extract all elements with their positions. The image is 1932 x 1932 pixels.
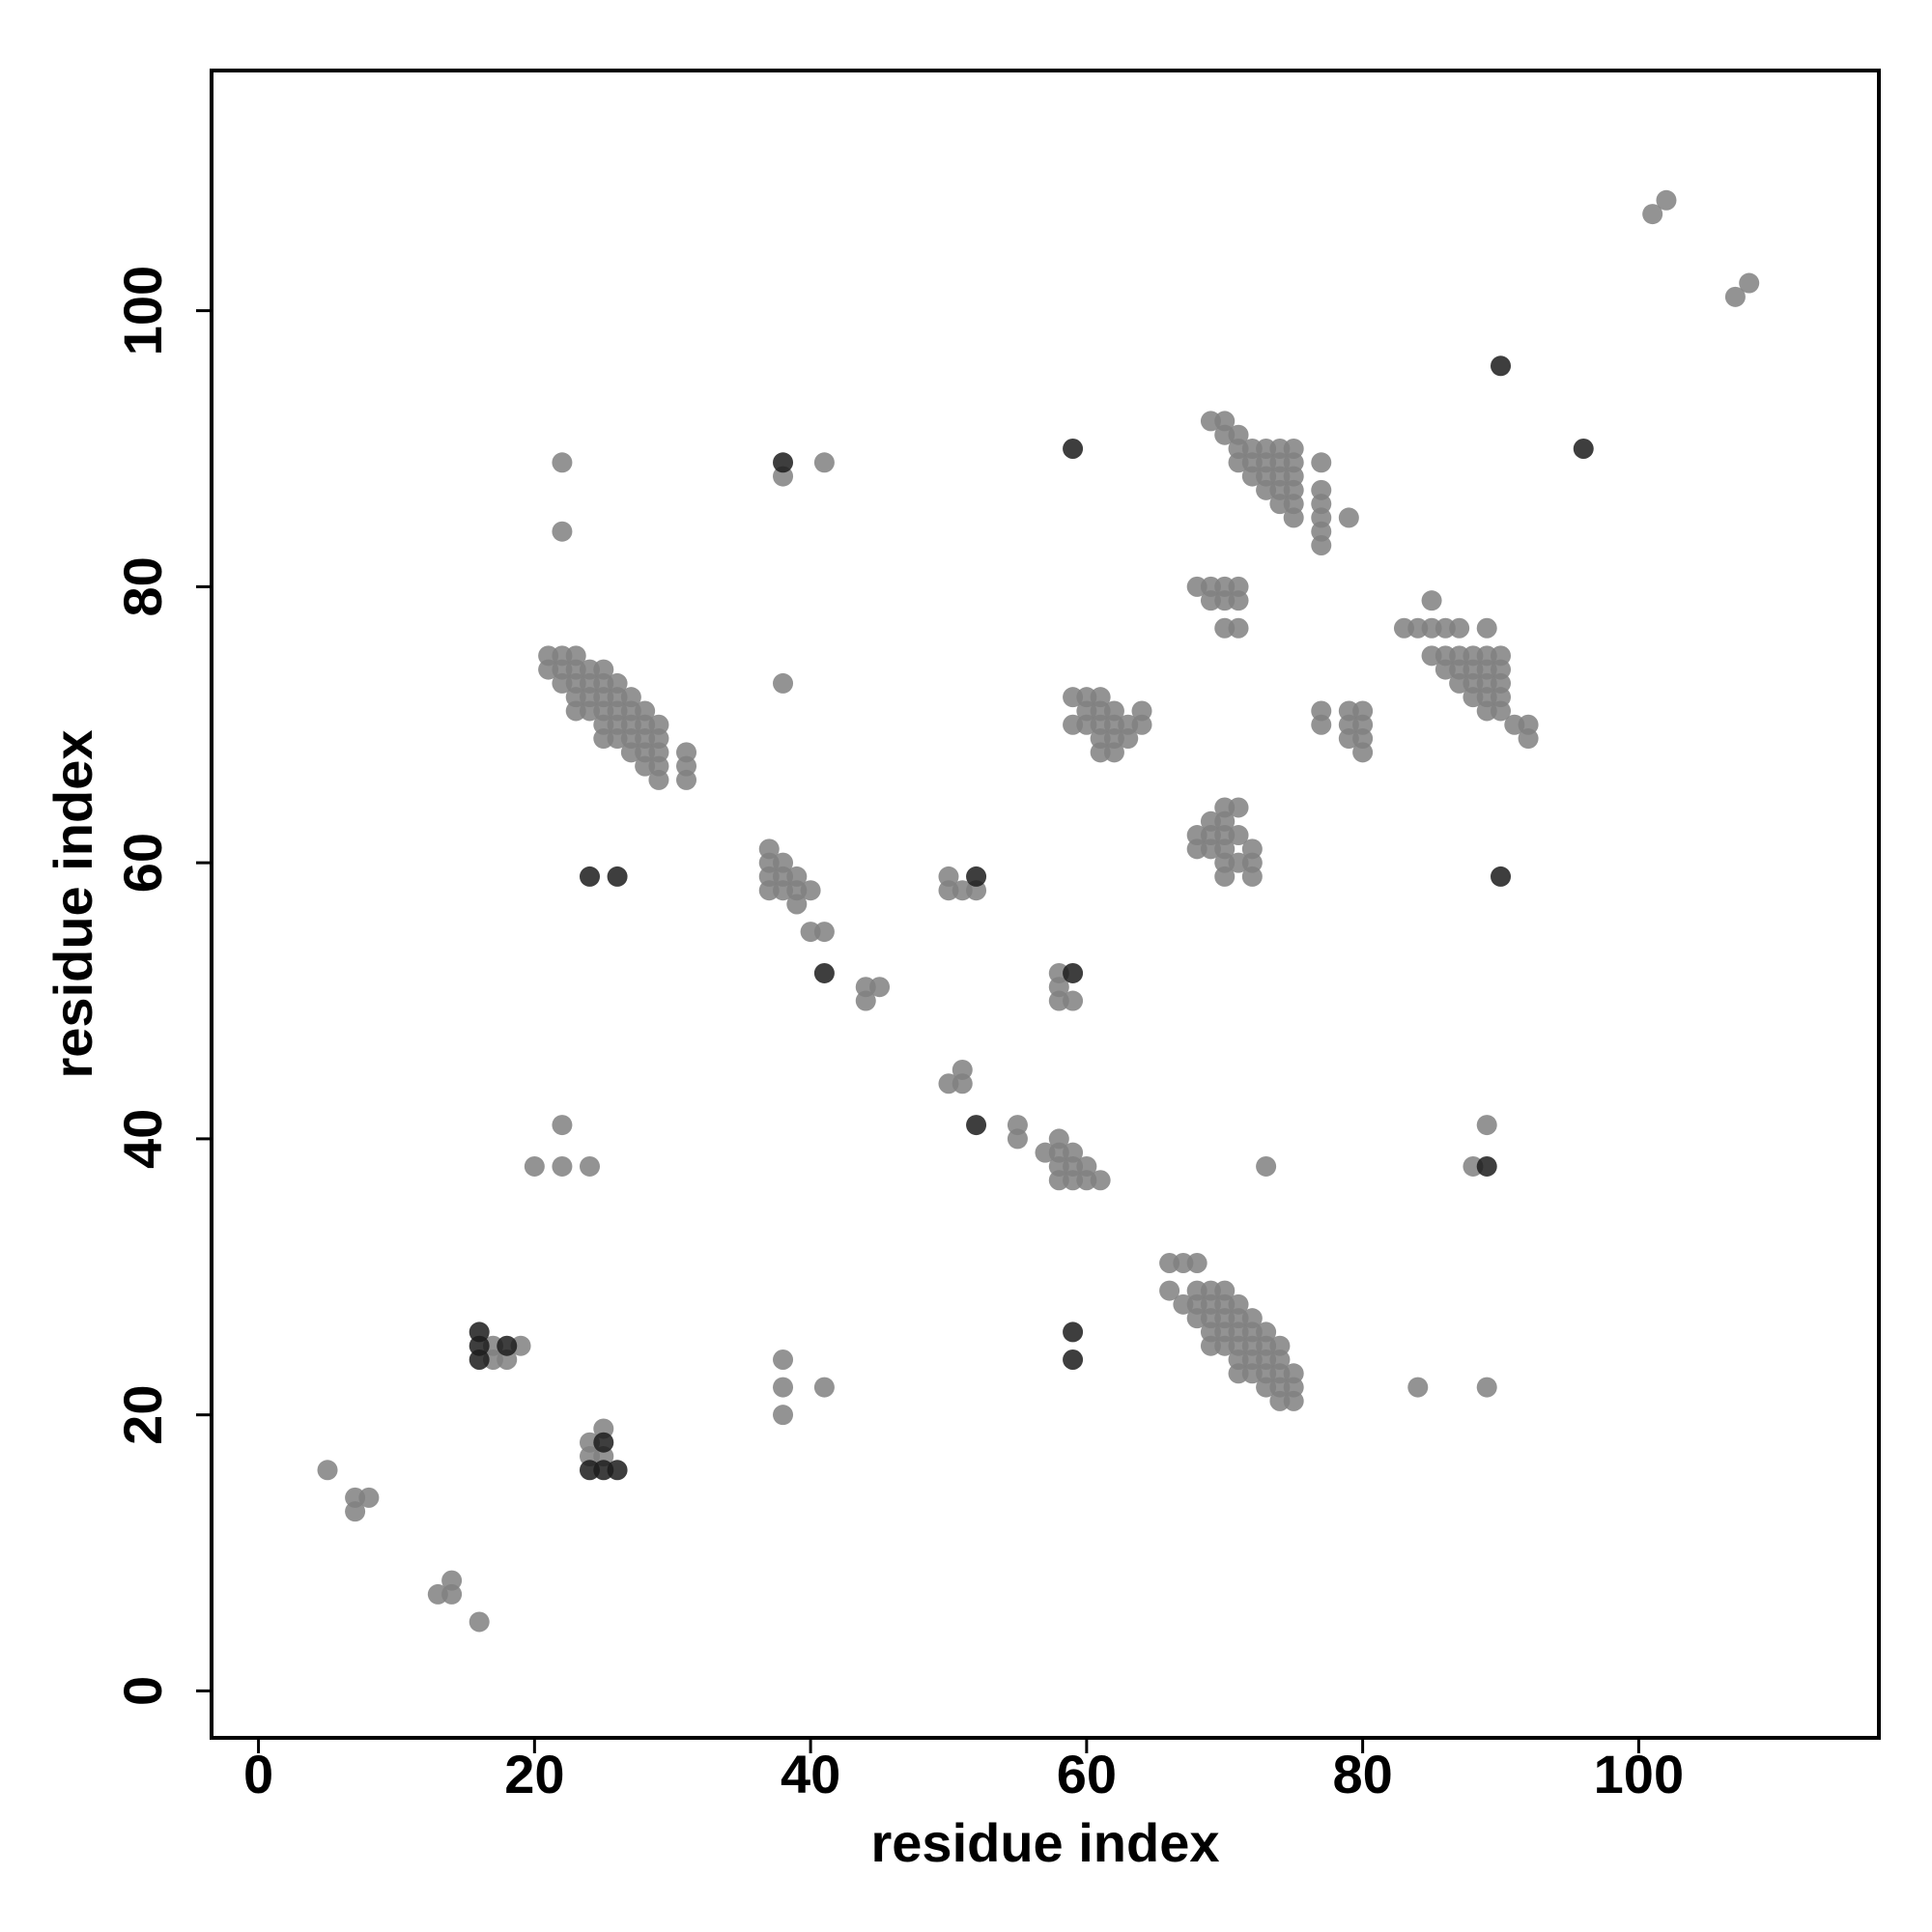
point xyxy=(441,1570,463,1591)
point xyxy=(579,1155,600,1177)
point xyxy=(773,452,794,473)
y-tick-label: 20 xyxy=(112,1385,173,1445)
point xyxy=(1352,742,1374,763)
point xyxy=(1739,272,1760,294)
y-tick-label: 40 xyxy=(112,1109,173,1169)
point xyxy=(345,1501,366,1522)
point xyxy=(786,894,808,915)
point xyxy=(552,521,573,542)
point xyxy=(855,990,876,1011)
point xyxy=(813,1377,835,1398)
point xyxy=(800,880,821,901)
point xyxy=(1063,990,1084,1011)
point xyxy=(1159,1280,1180,1301)
point xyxy=(1228,590,1249,611)
point xyxy=(1311,714,1332,735)
point xyxy=(1186,1252,1208,1273)
point xyxy=(1063,1321,1084,1343)
x-tick-label: 20 xyxy=(504,1744,564,1804)
y-tick-label: 0 xyxy=(112,1676,173,1706)
point xyxy=(358,1487,380,1508)
point xyxy=(952,1073,973,1094)
x-axis-title: residue index xyxy=(870,1812,1219,1873)
point xyxy=(1491,355,1512,377)
point xyxy=(1256,1155,1277,1177)
point xyxy=(524,1155,545,1177)
point xyxy=(773,1405,794,1426)
point xyxy=(869,977,891,998)
point xyxy=(648,769,669,790)
point xyxy=(813,922,835,943)
point xyxy=(469,1611,490,1633)
point xyxy=(593,1432,614,1453)
point xyxy=(966,1115,987,1136)
point xyxy=(1642,204,1663,225)
point xyxy=(1228,617,1249,639)
x-tick-label: 60 xyxy=(1057,1744,1117,1804)
x-tick-label: 40 xyxy=(781,1744,840,1804)
point xyxy=(1283,507,1304,528)
point xyxy=(1311,535,1332,556)
point xyxy=(1573,438,1594,459)
y-tick-label: 60 xyxy=(112,833,173,893)
point xyxy=(1063,1350,1084,1371)
point xyxy=(813,962,835,983)
plot-frame xyxy=(210,69,1881,1740)
point xyxy=(1656,189,1677,211)
point xyxy=(497,1335,518,1356)
point xyxy=(607,866,628,887)
point xyxy=(1283,1390,1304,1411)
point xyxy=(1421,590,1442,611)
point xyxy=(1007,1128,1028,1150)
point xyxy=(552,1115,573,1136)
point xyxy=(1449,617,1470,639)
point xyxy=(1311,452,1332,473)
point xyxy=(1241,866,1263,887)
point xyxy=(1131,714,1152,735)
x-tick-label: 100 xyxy=(1594,1744,1684,1804)
point xyxy=(1214,866,1236,887)
y-axis-title: residue index xyxy=(43,729,103,1078)
point xyxy=(773,672,794,694)
point xyxy=(552,1155,573,1177)
y-tick-label: 100 xyxy=(112,266,173,355)
y-tick-label: 80 xyxy=(112,556,173,616)
x-tick-label: 0 xyxy=(243,1744,273,1804)
point xyxy=(1063,962,1084,983)
point xyxy=(1476,1377,1497,1398)
point xyxy=(607,1460,628,1481)
point xyxy=(1491,700,1512,722)
point xyxy=(773,1377,794,1398)
point xyxy=(1518,728,1539,750)
point xyxy=(813,452,835,473)
point xyxy=(1063,438,1084,459)
x-tick-label: 80 xyxy=(1332,1744,1392,1804)
point xyxy=(966,866,987,887)
point xyxy=(317,1460,338,1481)
point xyxy=(579,866,600,887)
point xyxy=(552,452,573,473)
point xyxy=(1476,1115,1497,1136)
point xyxy=(1407,1377,1429,1398)
point xyxy=(1476,1155,1497,1177)
point xyxy=(1228,797,1249,818)
point xyxy=(1724,286,1746,307)
point xyxy=(1491,866,1512,887)
point xyxy=(1090,1170,1111,1191)
point xyxy=(773,1350,794,1371)
point xyxy=(1228,825,1249,846)
point xyxy=(1338,507,1359,528)
point xyxy=(1118,728,1139,750)
point xyxy=(676,769,697,790)
point xyxy=(1476,617,1497,639)
point xyxy=(469,1350,490,1371)
point xyxy=(1103,742,1124,763)
